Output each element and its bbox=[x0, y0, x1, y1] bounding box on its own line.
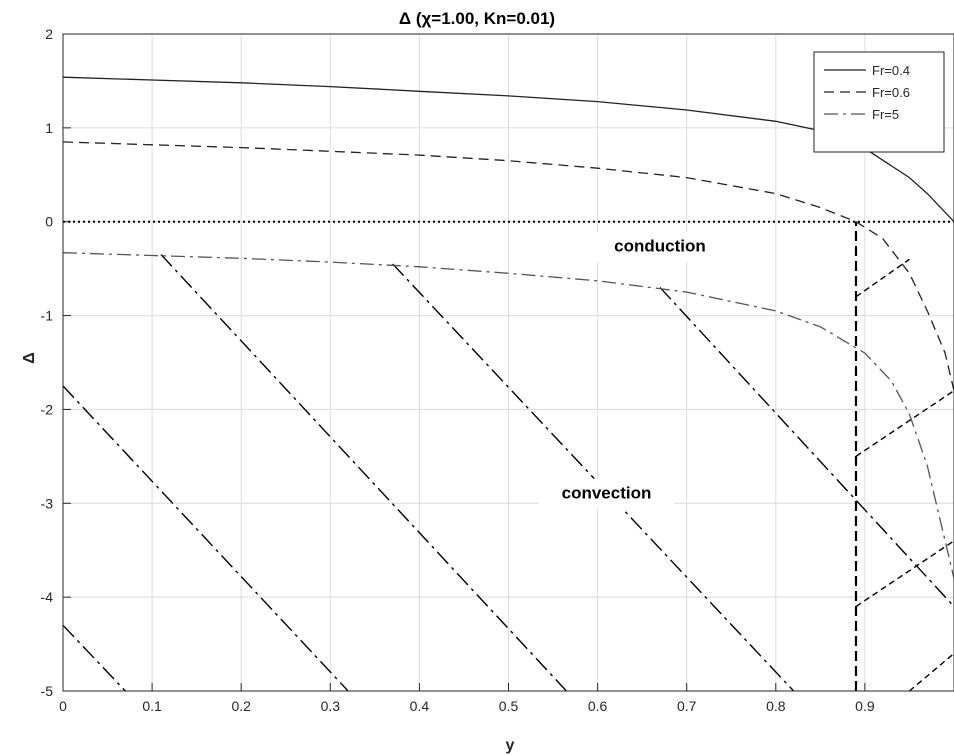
grid bbox=[62, 33, 954, 692]
plot-frame bbox=[62, 33, 954, 692]
x-tick-label: 0.7 bbox=[677, 698, 697, 714]
x-tick-label: 0.2 bbox=[231, 698, 251, 714]
legend-entry: Fr=0.6 bbox=[872, 85, 910, 100]
legend-entry: Fr=0.4 bbox=[872, 63, 910, 78]
reference-lines bbox=[63, 220, 954, 691]
legend-box bbox=[813, 51, 945, 153]
convection-hatch-line bbox=[160, 254, 567, 692]
hatching bbox=[62, 254, 954, 692]
y-tick-label: -1 bbox=[41, 308, 54, 324]
x-tick-labels: 0 0.1 0.2 0.3 0.4 0.5 0.6 0.7 0.8 0.9 bbox=[59, 698, 875, 714]
convection-hatch-line bbox=[392, 263, 795, 692]
y-tick-label: -5 bbox=[41, 683, 54, 699]
y-tick-label: 0 bbox=[45, 214, 53, 230]
legend: Fr=0.4 Fr=0.6 Fr=5 bbox=[813, 51, 945, 153]
annotation-label: conduction bbox=[614, 237, 706, 256]
y-tick-label: -3 bbox=[41, 495, 54, 511]
chart-title: Δ (χ=1.00, Kn=0.01) bbox=[399, 9, 555, 28]
annotation-background bbox=[591, 231, 728, 262]
annotation-label: convection bbox=[562, 484, 652, 503]
x-tick-label: 0.6 bbox=[588, 698, 608, 714]
series-line bbox=[62, 76, 954, 223]
region-hatch-line bbox=[908, 652, 954, 692]
x-axis-label: y bbox=[506, 737, 515, 754]
x-tick-label: 0.4 bbox=[410, 698, 430, 714]
y-tick-label: 1 bbox=[45, 120, 53, 136]
x-tick-label: 0.3 bbox=[321, 698, 341, 714]
x-tick-label: 0.1 bbox=[142, 698, 162, 714]
x-tick-label: 0 bbox=[59, 698, 67, 714]
annotation-background bbox=[538, 478, 675, 509]
y-tick-label: -4 bbox=[41, 589, 54, 605]
convection-hatch-line bbox=[62, 385, 349, 692]
convection-hatch-line bbox=[659, 286, 954, 608]
y-tick-label: -2 bbox=[41, 401, 54, 417]
region-hatch-line bbox=[855, 390, 954, 457]
x-tick-label: 0.5 bbox=[499, 698, 519, 714]
x-tick-label: 0.9 bbox=[855, 698, 875, 714]
series-line bbox=[62, 141, 954, 391]
convection-hatch-line bbox=[62, 624, 126, 692]
legend-entry: Fr=5 bbox=[872, 107, 899, 122]
x-tick-label: 0.8 bbox=[766, 698, 786, 714]
y-axis-label: Δ bbox=[21, 352, 38, 364]
series-line bbox=[62, 252, 954, 579]
series-lines bbox=[62, 76, 954, 579]
y-tick-labels: 2 1 0 -1 -2 -3 -4 -5 bbox=[41, 26, 54, 699]
region-hatch-line bbox=[855, 258, 910, 298]
annotations: conduction convection bbox=[538, 231, 728, 509]
y-tick-label: 2 bbox=[45, 26, 53, 42]
